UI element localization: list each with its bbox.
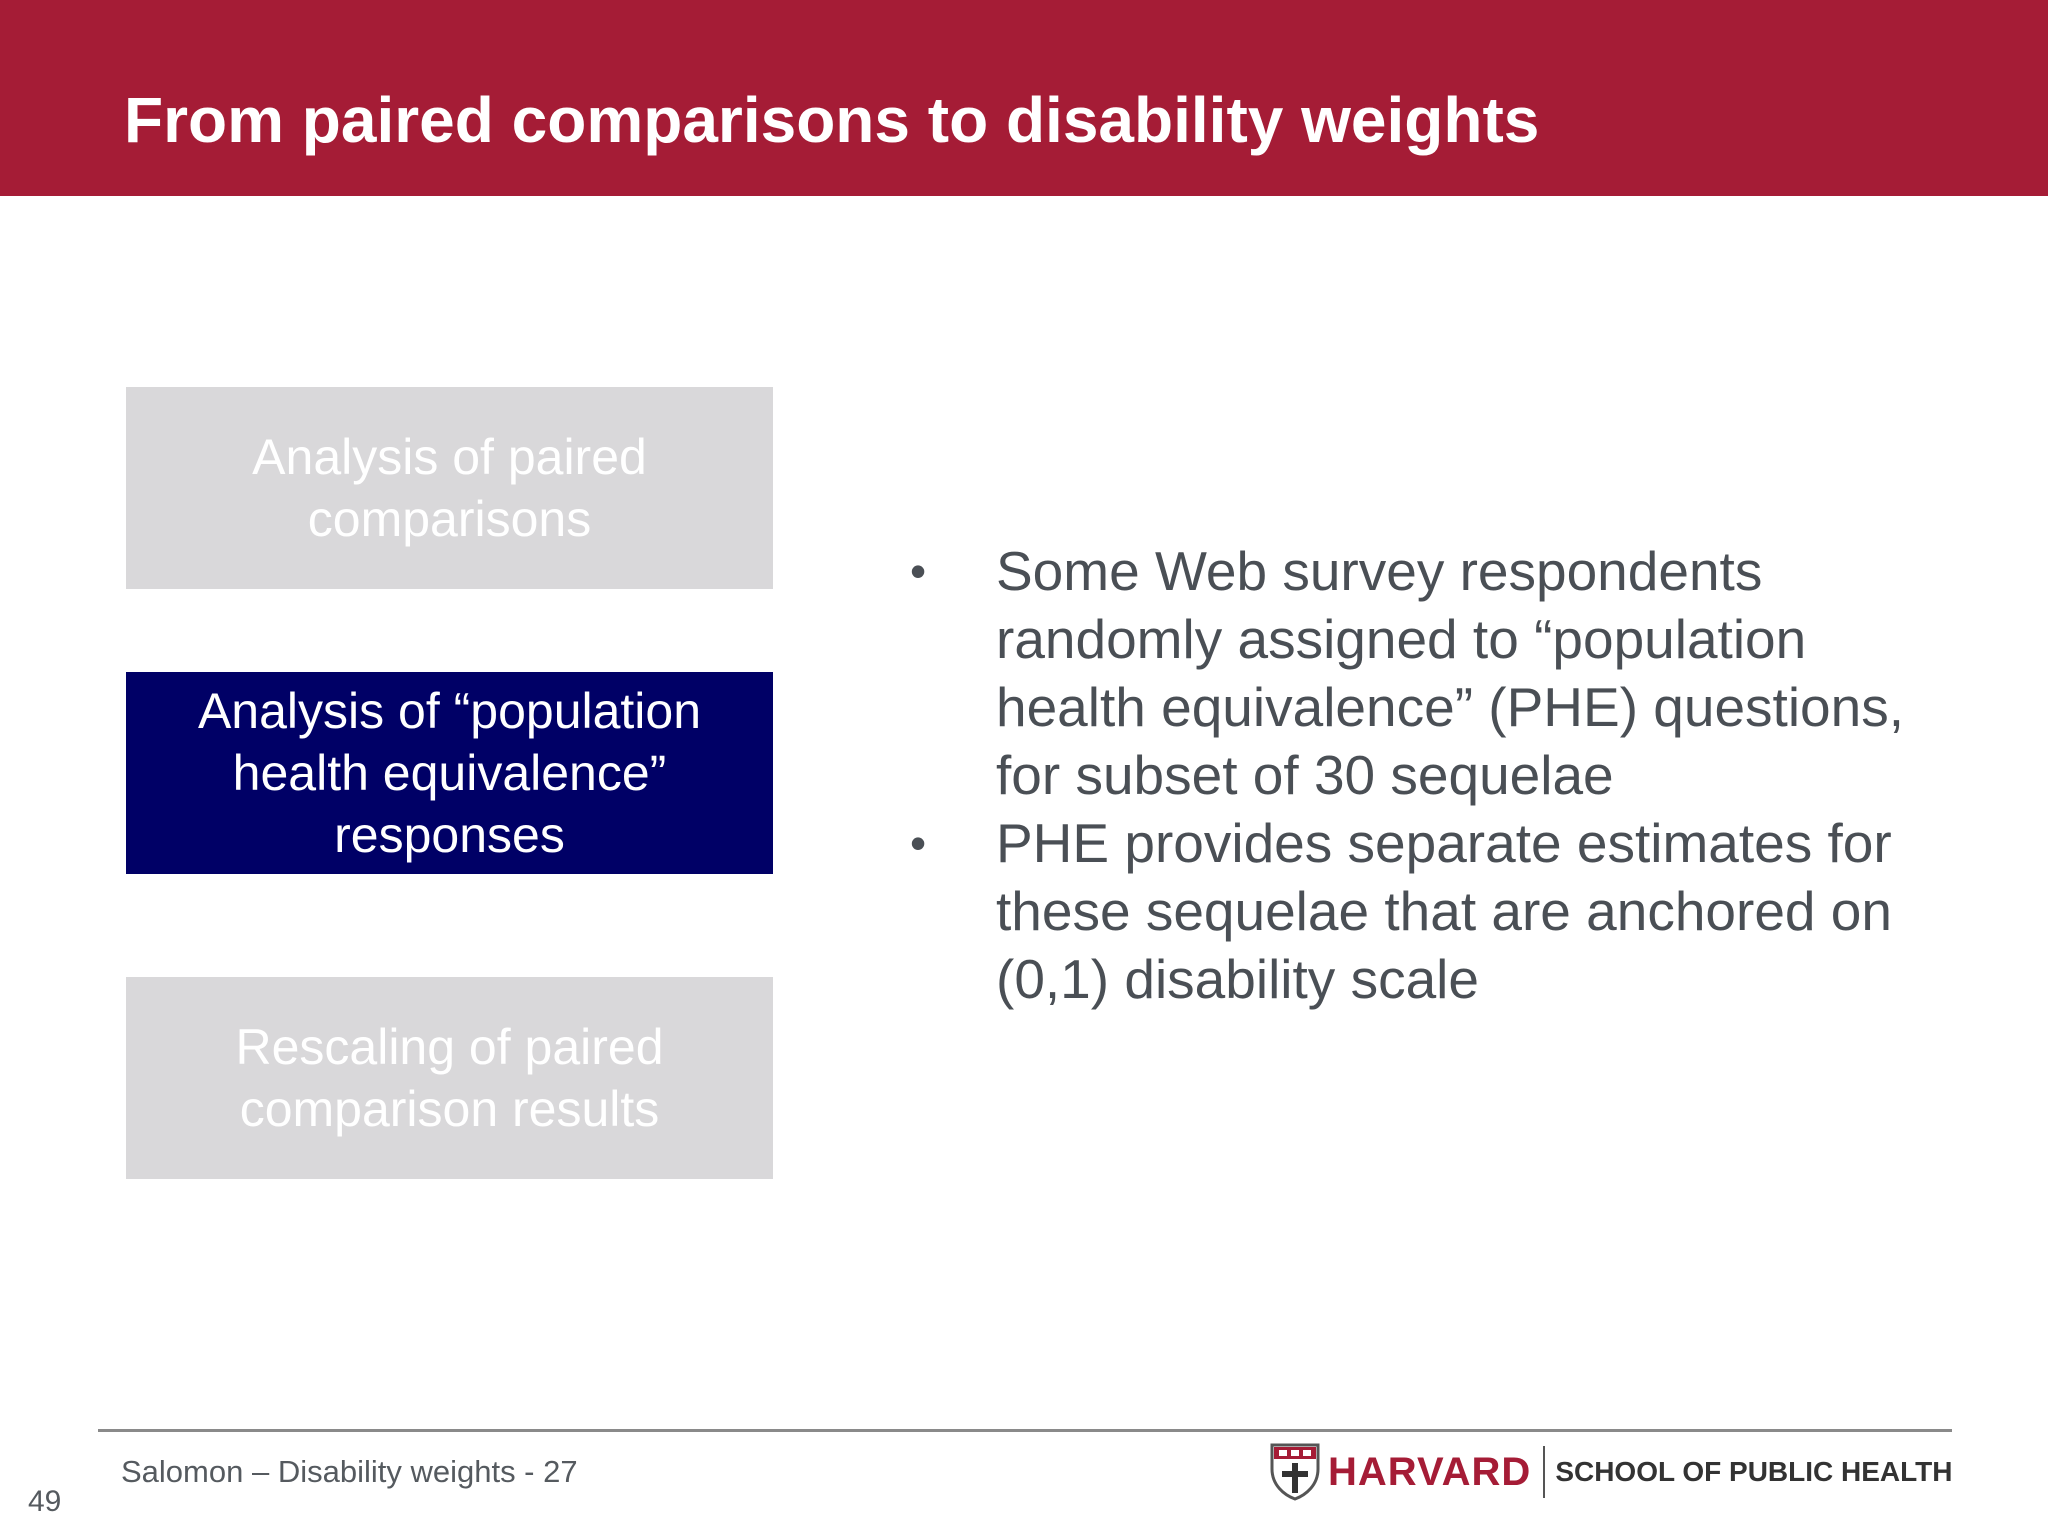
- step-label: Analysis of paired comparisons: [252, 429, 647, 547]
- bullet-text: Some Web survey respondents randomly ass…: [996, 540, 1905, 806]
- step-label: Rescaling of paired comparison results: [235, 1019, 664, 1137]
- bullet-list: • Some Web survey respondents randomly a…: [910, 537, 1970, 1013]
- step-box-population-health-equivalence: Analysis of “population health equivalen…: [126, 672, 773, 874]
- slide-title: From paired comparisons to disability we…: [124, 84, 1540, 156]
- footer-divider: [98, 1429, 1952, 1432]
- logo-school-name: SCHOOL OF PUBLIC HEALTH: [1555, 1456, 1953, 1487]
- harvard-logo: HARVARD SCHOOL OF PUBLIC HEALTH: [1270, 1442, 1953, 1502]
- step-box-rescaling: Rescaling of paired comparison results: [126, 977, 773, 1179]
- page-number: 49: [28, 1485, 62, 1518]
- logo-divider: [1543, 1446, 1546, 1498]
- shield-icon: [1270, 1443, 1320, 1501]
- bullet-marker: •: [910, 545, 927, 597]
- bullet-marker: •: [910, 817, 927, 869]
- bullet-item: • Some Web survey respondents randomly a…: [910, 537, 1970, 809]
- step-box-paired-comparisons: Analysis of paired comparisons: [126, 387, 773, 589]
- bullet-item: • PHE provides separate estimates for th…: [910, 809, 1970, 1013]
- logo-wordmark: HARVARD: [1328, 1450, 1532, 1494]
- step-label: Analysis of “population health equivalen…: [197, 683, 702, 863]
- bullet-text: PHE provides separate estimates for thes…: [996, 812, 1892, 1010]
- title-bar: [0, 0, 2048, 196]
- footer-citation: Salomon – Disability weights - 27: [121, 1454, 578, 1489]
